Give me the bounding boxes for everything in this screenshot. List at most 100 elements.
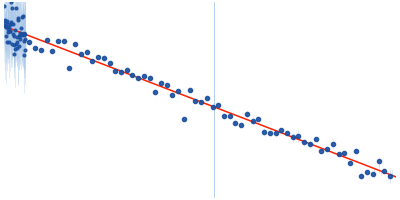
Point [272, 132, 279, 135]
Point [301, 141, 308, 144]
Point [5, 31, 12, 34]
Point [14, 41, 20, 44]
Point [3, 34, 10, 38]
Point [4, 40, 10, 43]
Point [21, 54, 28, 57]
Point [20, 32, 27, 35]
Point [370, 172, 376, 175]
Point [49, 49, 56, 53]
Point [11, 44, 18, 47]
Point [192, 99, 199, 103]
Point [11, 52, 17, 55]
Point [2, 22, 9, 25]
Point [15, 17, 21, 20]
Point [284, 131, 290, 135]
Point [15, 19, 22, 22]
Point [152, 90, 158, 93]
Point [10, 35, 17, 38]
Point [78, 53, 84, 56]
Point [295, 134, 302, 138]
Point [226, 114, 233, 118]
Point [6, 41, 12, 44]
Point [112, 70, 118, 73]
Point [255, 118, 262, 121]
Point [7, 29, 13, 32]
Point [135, 77, 141, 80]
Point [358, 174, 365, 177]
Point [364, 170, 370, 174]
Point [8, 0, 14, 3]
Point [244, 112, 250, 116]
Point [12, 48, 18, 51]
Point [83, 50, 90, 53]
Point [19, 34, 26, 37]
Point [347, 161, 353, 164]
Point [22, 49, 28, 52]
Point [3, 26, 9, 29]
Point [181, 118, 187, 121]
Point [232, 121, 239, 124]
Point [169, 93, 176, 97]
Point [5, 28, 11, 31]
Point [22, 38, 28, 41]
Point [10, 22, 16, 25]
Point [267, 132, 273, 135]
Point [26, 40, 32, 44]
Point [146, 76, 153, 79]
Point [55, 39, 61, 42]
Point [21, 39, 27, 42]
Point [18, 26, 24, 29]
Point [250, 119, 256, 122]
Point [278, 128, 284, 131]
Point [16, 44, 22, 47]
Point [175, 89, 182, 93]
Point [204, 96, 210, 99]
Point [4, 23, 11, 26]
Point [118, 70, 124, 73]
Point [13, 42, 19, 45]
Point [381, 169, 388, 172]
Point [20, 32, 27, 35]
Point [38, 48, 44, 52]
Point [261, 130, 267, 133]
Point [17, 31, 24, 35]
Point [2, 25, 8, 28]
Point [186, 88, 193, 91]
Point [17, 33, 23, 37]
Point [158, 82, 164, 85]
Point [376, 160, 382, 163]
Point [106, 62, 113, 65]
Point [2, 19, 8, 22]
Point [8, 23, 15, 26]
Point [16, 38, 23, 41]
Point [60, 40, 67, 43]
Point [215, 104, 222, 107]
Point [100, 56, 107, 59]
Point [72, 43, 78, 46]
Point [352, 149, 359, 152]
Point [4, 19, 10, 22]
Point [312, 137, 319, 141]
Point [141, 74, 147, 78]
Point [20, 32, 26, 35]
Point [324, 148, 330, 151]
Point [221, 115, 227, 118]
Point [290, 136, 296, 139]
Point [14, 35, 20, 39]
Point [89, 60, 96, 63]
Point [9, 43, 16, 46]
Point [20, 14, 26, 17]
Point [387, 174, 393, 178]
Point [12, 7, 19, 10]
Point [66, 66, 73, 70]
Point [124, 68, 130, 71]
Point [18, 33, 24, 36]
Point [330, 142, 336, 145]
Point [16, 35, 22, 38]
Point [238, 123, 244, 126]
Point [43, 38, 50, 42]
Point [14, 46, 21, 49]
Point [318, 150, 324, 153]
Point [209, 106, 216, 109]
Point [10, 33, 16, 36]
